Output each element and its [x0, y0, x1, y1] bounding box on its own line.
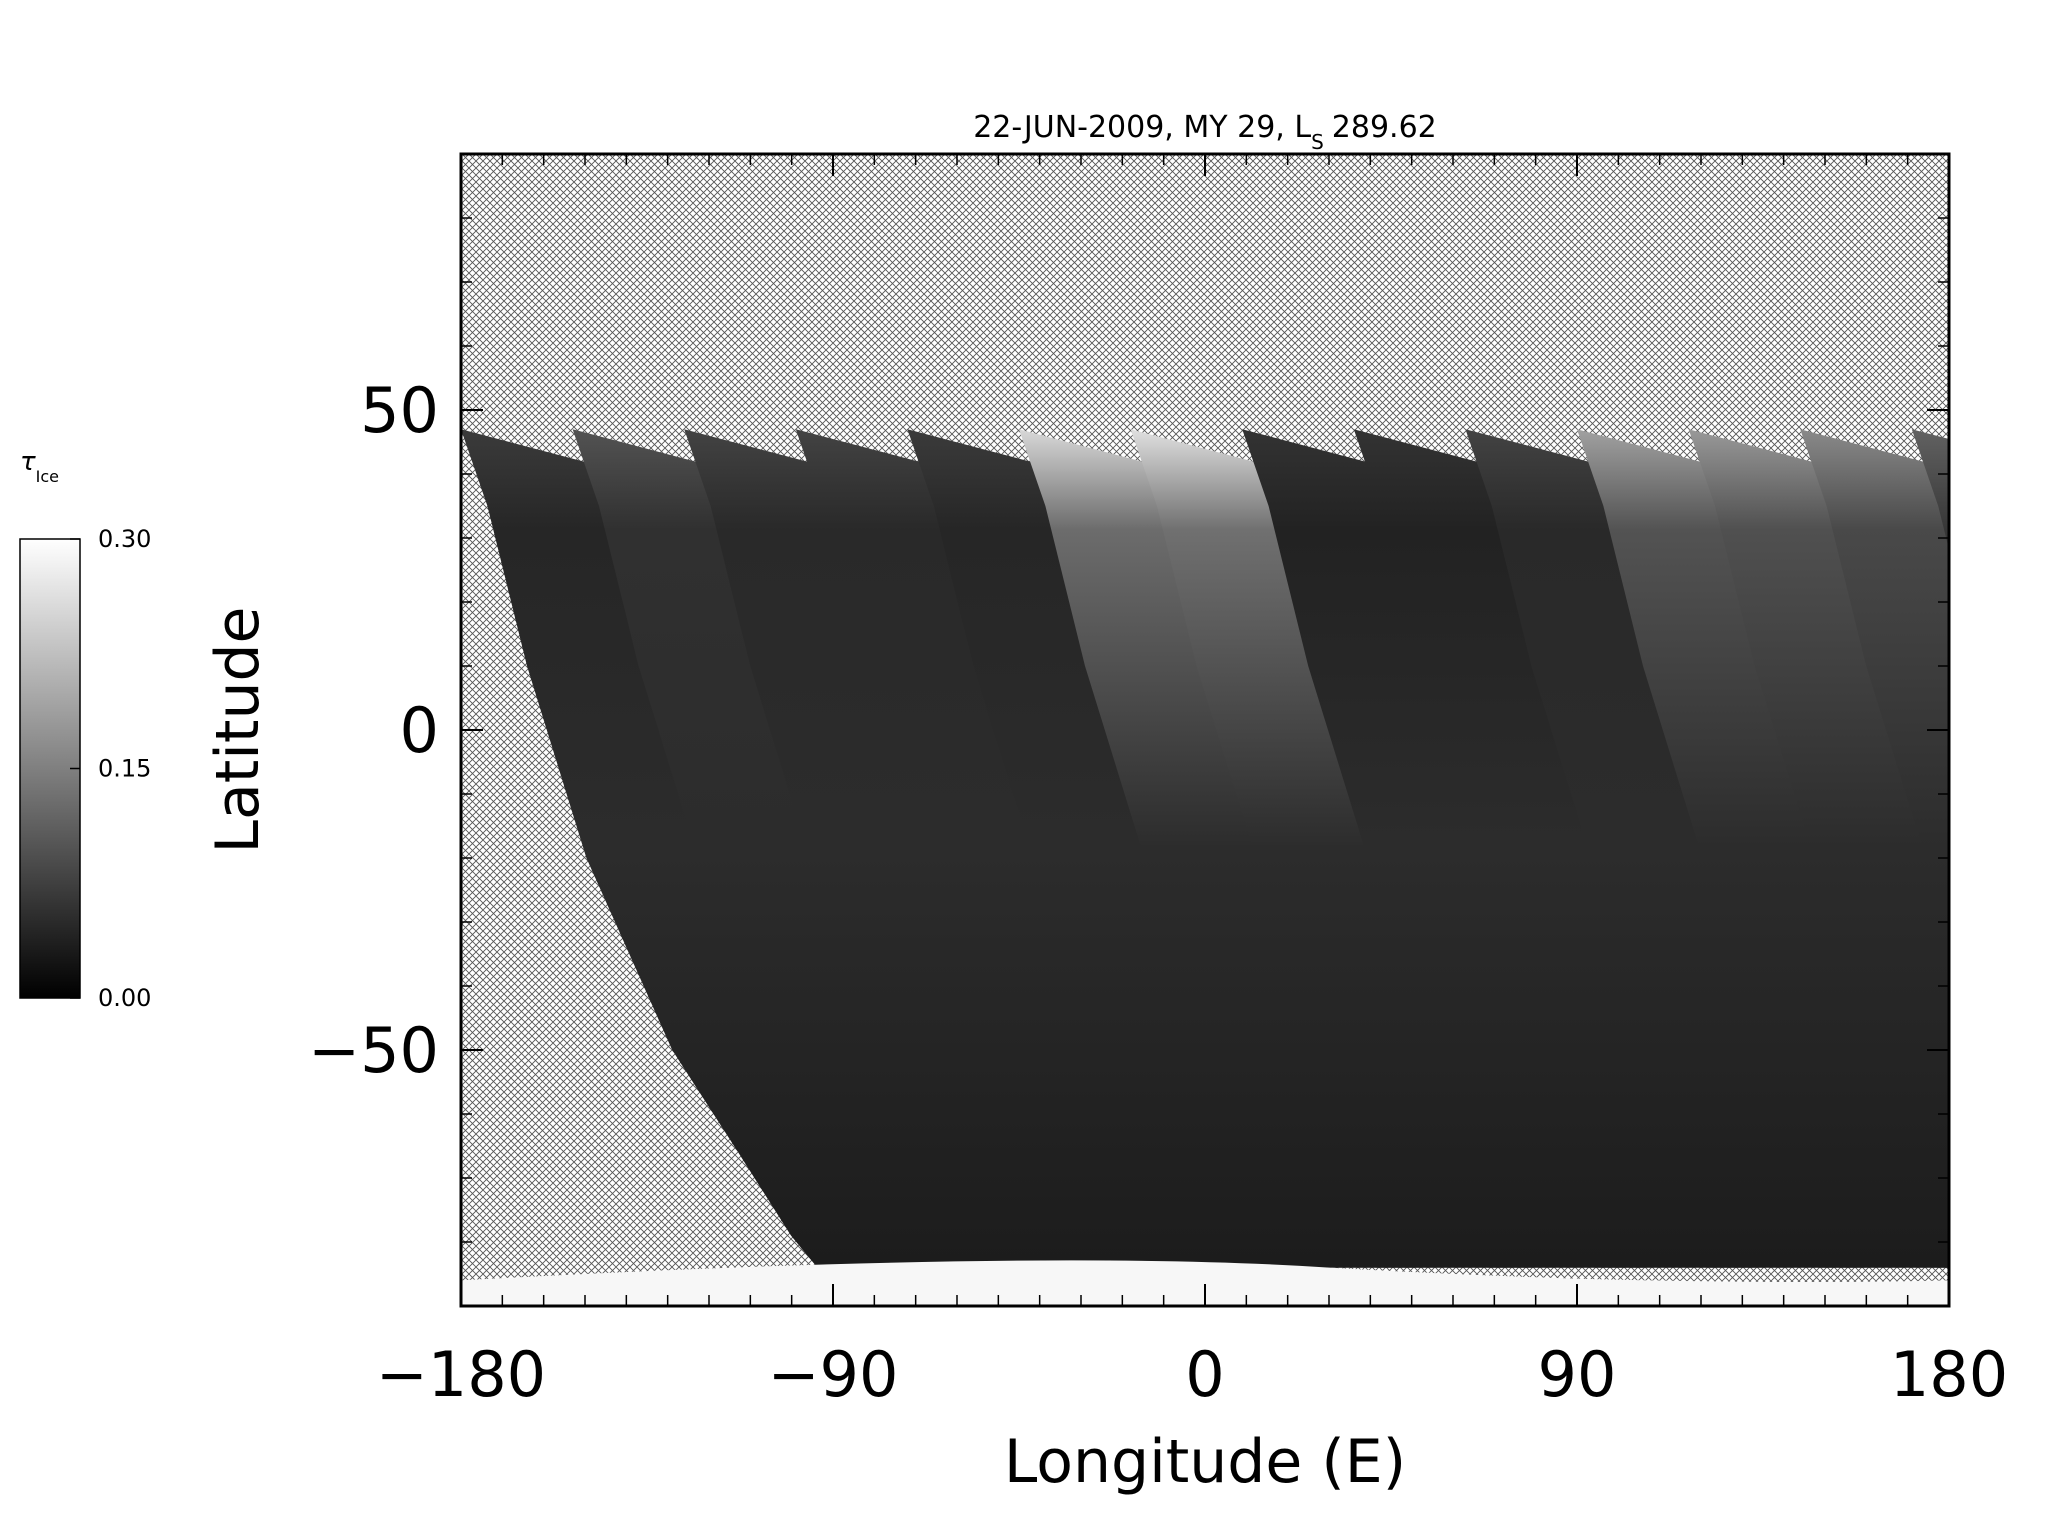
swath [1800, 429, 1949, 911]
swath [1577, 429, 1949, 1268]
title-value: 289.62 [1332, 110, 1437, 145]
y-axis-label: Latitude [203, 607, 273, 854]
x-tick-label: −180 [376, 1338, 546, 1411]
y-tick-label: 0 [400, 694, 439, 767]
swath [1353, 429, 1949, 1268]
title-subscript: S [1311, 130, 1324, 154]
y-tick-label: −50 [308, 1014, 439, 1087]
axis-ticks: −180 −90 0 90 180 −50 0 50 [308, 154, 2008, 1411]
x-axis-label: Longitude (E) [1004, 1427, 1406, 1497]
colorbar-label-subscript: Ice [36, 467, 59, 486]
colorbar-tick-label: 0.00 [98, 984, 151, 1012]
colorbar-ticks: 0.00 0.15 0.30 [70, 525, 151, 1012]
y-tick-label: 50 [360, 374, 439, 447]
swath [1911, 429, 1949, 550]
x-tick-label: −90 [768, 1338, 899, 1411]
colorbar-tick-label: 0.30 [98, 525, 151, 553]
chart-title: 22-JUN-2009, MY 29, LS 289.62 [973, 110, 1437, 154]
colorbar-label: τIce [20, 447, 59, 486]
colorbar-tick-label: 0.15 [98, 755, 151, 783]
x-tick-label: 180 [1890, 1338, 2008, 1411]
swath-group [461, 429, 1949, 1306]
x-tick-label: 0 [1185, 1338, 1224, 1411]
x-tick-label: 90 [1538, 1338, 1617, 1411]
